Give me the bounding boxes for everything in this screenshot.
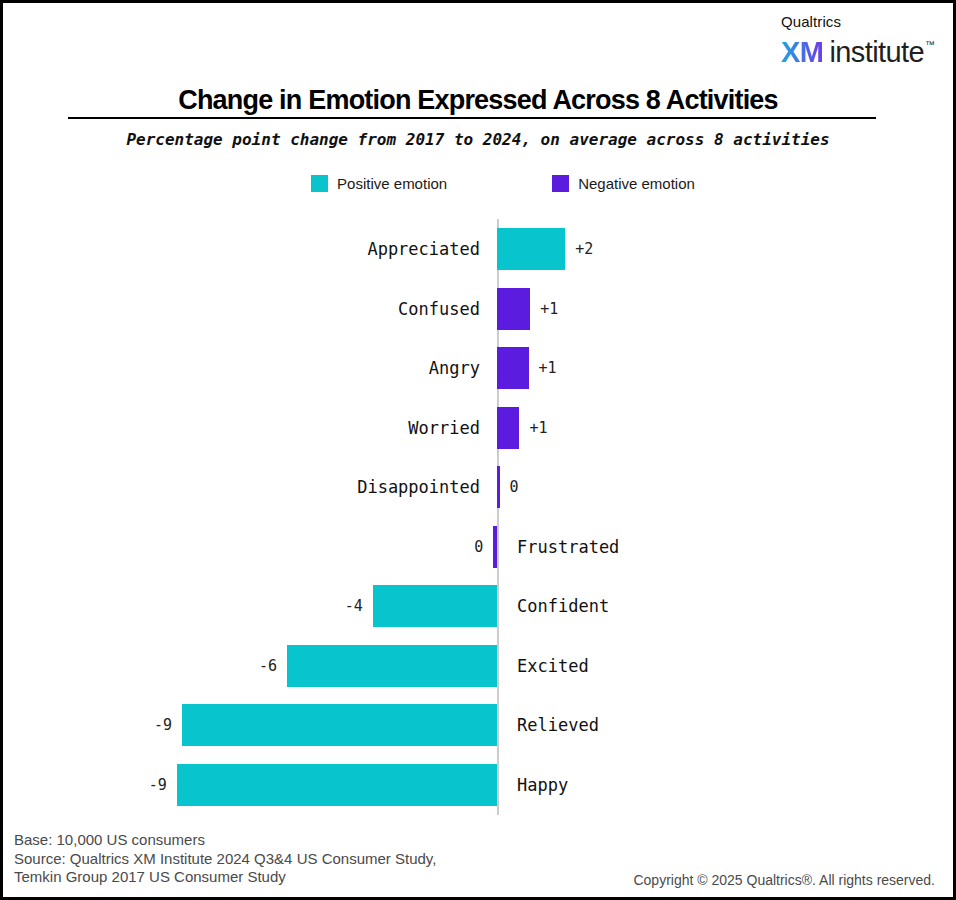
value-label: +1 bbox=[529, 407, 547, 449]
category-label: Confused bbox=[398, 288, 480, 330]
logo-xm-text: XM bbox=[781, 36, 824, 68]
value-label: +1 bbox=[540, 288, 558, 330]
negative-emotion-bar bbox=[493, 526, 497, 568]
negative-emotion-bar bbox=[497, 466, 500, 508]
positive-emotion-bar bbox=[373, 585, 497, 627]
chart-legend: Positive emotion Negative emotion bbox=[28, 175, 956, 192]
category-label: Relieved bbox=[517, 704, 599, 746]
category-label: Disappointed bbox=[357, 466, 480, 508]
legend-label-negative: Negative emotion bbox=[578, 175, 695, 192]
category-label: Frustrated bbox=[517, 526, 619, 568]
value-label: -6 bbox=[259, 645, 277, 687]
positive-emotion-bar bbox=[177, 764, 497, 806]
value-label: +1 bbox=[539, 347, 557, 389]
category-label: Excited bbox=[517, 645, 589, 687]
chart-row: Relieved -9 bbox=[3, 695, 953, 755]
chart-row: Frustrated 0 bbox=[3, 517, 953, 577]
base-note: Base: 10,000 US consumers bbox=[14, 831, 436, 850]
value-label: +2 bbox=[575, 228, 593, 270]
chart-row: Confident -4 bbox=[3, 576, 953, 636]
logo-main-text: XMinstitute™ bbox=[781, 31, 935, 71]
value-label: -9 bbox=[149, 764, 167, 806]
value-label: -4 bbox=[345, 585, 363, 627]
chart-row: Happy -9 bbox=[3, 755, 953, 815]
negative-emotion-bar bbox=[497, 407, 519, 449]
category-label: Happy bbox=[517, 764, 568, 806]
chart-row: Excited -6 bbox=[3, 636, 953, 696]
report-page: Qualtrics XMinstitute™ Change in Emotion… bbox=[0, 0, 956, 900]
positive-emotion-bar bbox=[287, 645, 497, 687]
category-label: Angry bbox=[429, 347, 480, 389]
value-label: 0 bbox=[510, 466, 519, 508]
footer-notes: Base: 10,000 US consumers Source: Qualtr… bbox=[14, 831, 436, 887]
chart-row: Appreciated +2 bbox=[3, 219, 953, 279]
chart-row: Angry +1 bbox=[3, 338, 953, 398]
diverging-bar-chart: Appreciated +2 Confused +1 Angry +1 Worried +1 D… bbox=[3, 219, 953, 815]
category-label: Appreciated bbox=[367, 228, 480, 270]
category-label: Confident bbox=[517, 585, 609, 627]
positive-emotion-bar bbox=[182, 704, 497, 746]
negative-emotion-bar bbox=[497, 347, 529, 389]
category-label: Worried bbox=[408, 407, 480, 449]
source-note-line1: Source: Qualtrics XM Institute 2024 Q3&4… bbox=[14, 850, 436, 869]
chart-row: Disappointed 0 bbox=[3, 457, 953, 517]
negative-emotion-swatch bbox=[552, 175, 569, 192]
legend-item-negative: Negative emotion bbox=[552, 175, 695, 192]
value-label: -9 bbox=[154, 704, 172, 746]
chart-subtitle: Percentage point change from 2017 to 202… bbox=[3, 130, 953, 149]
legend-label-positive: Positive emotion bbox=[337, 175, 447, 192]
chart-row: Confused +1 bbox=[3, 279, 953, 339]
logo-trademark-symbol: ™ bbox=[925, 39, 935, 50]
negative-emotion-bar bbox=[497, 288, 530, 330]
copyright-note: Copyright © 2025 Qualtrics®. All rights … bbox=[633, 872, 935, 888]
value-label: 0 bbox=[474, 526, 483, 568]
chart-row: Worried +1 bbox=[3, 398, 953, 458]
qualtrics-xm-institute-logo: Qualtrics XMinstitute™ bbox=[781, 13, 935, 71]
positive-emotion-bar bbox=[497, 228, 565, 270]
title-underline bbox=[68, 117, 876, 119]
logo-brand-text: Qualtrics bbox=[781, 13, 935, 30]
logo-institute-text: institute bbox=[829, 36, 924, 68]
positive-emotion-swatch bbox=[311, 175, 328, 192]
source-note-line2: Temkin Group 2017 US Consumer Study bbox=[14, 868, 436, 887]
legend-item-positive: Positive emotion bbox=[311, 175, 447, 192]
chart-title: Change in Emotion Expressed Across 8 Act… bbox=[3, 85, 953, 116]
